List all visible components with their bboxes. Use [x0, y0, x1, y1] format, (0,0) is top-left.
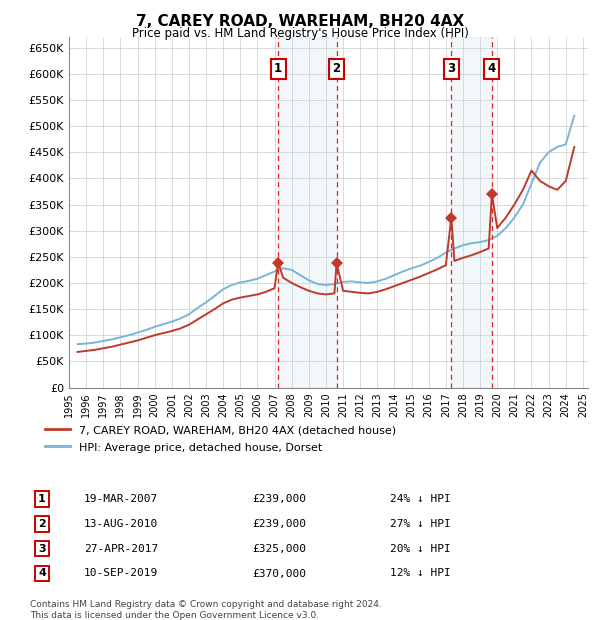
Text: £325,000: £325,000 [252, 544, 306, 554]
Text: £239,000: £239,000 [252, 494, 306, 504]
Bar [451, 37, 492, 387]
Text: 4: 4 [488, 62, 496, 75]
Text: 27% ↓ HPI: 27% ↓ HPI [390, 519, 451, 529]
Text: 3: 3 [38, 544, 46, 554]
Text: £239,000: £239,000 [252, 519, 306, 529]
Text: 24% ↓ HPI: 24% ↓ HPI [390, 494, 451, 504]
Text: 1: 1 [274, 62, 282, 75]
Text: 19-MAR-2007: 19-MAR-2007 [84, 494, 158, 504]
Text: 10-SEP-2019: 10-SEP-2019 [84, 569, 158, 578]
Text: 12% ↓ HPI: 12% ↓ HPI [390, 569, 451, 578]
Text: 2: 2 [332, 62, 341, 75]
Text: 3: 3 [447, 62, 455, 75]
Text: 27-APR-2017: 27-APR-2017 [84, 544, 158, 554]
Text: 13-AUG-2010: 13-AUG-2010 [84, 519, 158, 529]
Text: Contains HM Land Registry data © Crown copyright and database right 2024.
This d: Contains HM Land Registry data © Crown c… [30, 600, 382, 619]
Text: 2: 2 [38, 519, 46, 529]
Text: £370,000: £370,000 [252, 569, 306, 578]
Bar [278, 37, 337, 387]
Text: 7, CAREY ROAD, WAREHAM, BH20 4AX: 7, CAREY ROAD, WAREHAM, BH20 4AX [136, 14, 464, 29]
Text: 1: 1 [38, 494, 46, 504]
Text: Price paid vs. HM Land Registry's House Price Index (HPI): Price paid vs. HM Land Registry's House … [131, 27, 469, 40]
Legend: 7, CAREY ROAD, WAREHAM, BH20 4AX (detached house), HPI: Average price, detached : 7, CAREY ROAD, WAREHAM, BH20 4AX (detach… [41, 420, 400, 457]
Text: 4: 4 [38, 569, 46, 578]
Text: 20% ↓ HPI: 20% ↓ HPI [390, 544, 451, 554]
